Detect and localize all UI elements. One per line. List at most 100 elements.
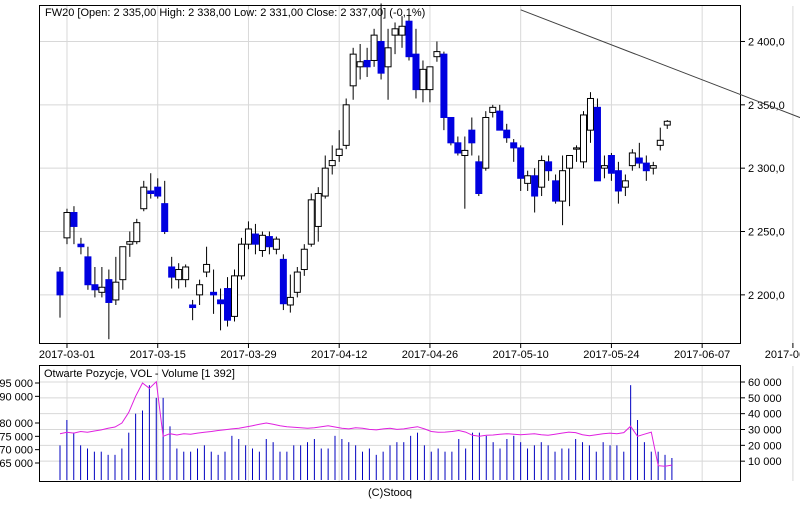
candle-body-down bbox=[147, 190, 155, 195]
candle-body-down bbox=[217, 299, 225, 305]
candle bbox=[656, 127, 664, 151]
price-chart-frame bbox=[39, 5, 741, 344]
oi-tick-label: 80 000 bbox=[0, 418, 33, 430]
price-gridlines bbox=[40, 6, 794, 343]
candle-body-up bbox=[580, 114, 587, 163]
candle-body-up bbox=[419, 68, 427, 91]
x-tick-label: 2017-05-24 bbox=[583, 349, 639, 361]
candle bbox=[642, 155, 650, 181]
candle bbox=[154, 178, 162, 199]
candle-body-up bbox=[63, 212, 71, 239]
candle bbox=[454, 136, 462, 156]
candle bbox=[168, 256, 176, 289]
candle bbox=[140, 180, 148, 212]
x-tick-label: 2017-04-12 bbox=[311, 349, 367, 361]
candle-body-down bbox=[70, 212, 78, 227]
candle-body-up bbox=[391, 28, 399, 36]
candle-body-up bbox=[649, 165, 657, 169]
candle-body-up bbox=[663, 120, 671, 126]
volume-tick-label: 10 000 bbox=[748, 456, 782, 468]
candle bbox=[600, 155, 608, 179]
candle-body-down bbox=[91, 284, 99, 291]
candle-body-down bbox=[210, 291, 218, 296]
candle bbox=[635, 142, 643, 169]
candle-body-down bbox=[279, 258, 287, 305]
candle bbox=[475, 155, 483, 197]
candle-body-down bbox=[56, 271, 64, 296]
candle-body-up bbox=[566, 154, 574, 169]
candle-body-up bbox=[426, 66, 434, 91]
candle-body-up bbox=[140, 186, 148, 210]
x-tick-label: 2017-03-29 bbox=[220, 349, 276, 361]
x-tick-label: 2017-04-26 bbox=[402, 349, 458, 361]
candle-body-down bbox=[168, 266, 176, 278]
candle bbox=[663, 120, 671, 129]
candle bbox=[98, 266, 106, 298]
candle-body-up bbox=[621, 180, 629, 188]
candle-body-up bbox=[349, 53, 357, 87]
candle-body-up bbox=[356, 61, 364, 68]
candle-body-down bbox=[224, 288, 232, 321]
candle-body-down bbox=[412, 53, 420, 91]
candle bbox=[321, 155, 329, 199]
candle bbox=[440, 51, 448, 131]
candle-body-down bbox=[189, 304, 197, 309]
candle-body-down bbox=[614, 170, 622, 192]
candle bbox=[356, 44, 364, 80]
candle-body-down bbox=[447, 116, 455, 144]
candle bbox=[70, 206, 78, 245]
candle bbox=[496, 104, 504, 131]
candle-body-down bbox=[510, 142, 518, 149]
candlestick-series bbox=[56, 3, 671, 340]
candle-body-down bbox=[517, 147, 525, 179]
candle bbox=[419, 60, 427, 103]
candle bbox=[251, 223, 259, 255]
candle-body-up bbox=[342, 104, 350, 146]
candle bbox=[489, 104, 497, 118]
candle bbox=[391, 22, 399, 55]
volume-bars bbox=[59, 385, 673, 480]
candle-body-up bbox=[559, 170, 567, 202]
candle bbox=[517, 145, 525, 191]
candle bbox=[307, 193, 315, 247]
candle-body-down bbox=[105, 279, 113, 303]
candle bbox=[244, 221, 252, 250]
candle-body-down bbox=[642, 162, 650, 172]
price-y-tick-label: 2 300,0 bbox=[748, 163, 785, 175]
candle-body-up bbox=[524, 175, 532, 184]
candle-body-down bbox=[503, 129, 511, 139]
candle-body-up bbox=[98, 286, 106, 293]
candle-body-up bbox=[293, 271, 301, 293]
volume-tick-label: 60 000 bbox=[748, 377, 782, 389]
candle bbox=[112, 256, 120, 305]
candle-body-up bbox=[126, 241, 134, 245]
candle bbox=[196, 279, 204, 305]
candle-body-up bbox=[119, 246, 127, 281]
candle bbox=[377, 3, 385, 80]
candle bbox=[559, 155, 567, 226]
candle bbox=[161, 180, 169, 235]
candle-body-up bbox=[175, 269, 183, 281]
candle-body-down bbox=[454, 142, 462, 154]
candle bbox=[412, 28, 420, 99]
candle-body-up bbox=[321, 167, 329, 197]
candle-body-up bbox=[196, 284, 204, 296]
candle bbox=[468, 117, 476, 156]
candle bbox=[328, 145, 336, 175]
volume-tick-label: 30 000 bbox=[748, 425, 782, 437]
candle bbox=[510, 139, 518, 162]
candle-body-down bbox=[531, 175, 539, 197]
candle-body-up bbox=[272, 238, 280, 250]
candle bbox=[279, 254, 287, 311]
candle-body-up bbox=[482, 116, 490, 169]
candle-body-up bbox=[314, 193, 322, 227]
candle-body-up bbox=[328, 160, 336, 167]
candle bbox=[538, 155, 546, 197]
candle-body-up bbox=[133, 222, 141, 243]
candle bbox=[384, 28, 392, 100]
candle-body-down bbox=[251, 233, 259, 245]
volume-tick-label: 20 000 bbox=[748, 440, 782, 452]
candle bbox=[126, 231, 134, 257]
